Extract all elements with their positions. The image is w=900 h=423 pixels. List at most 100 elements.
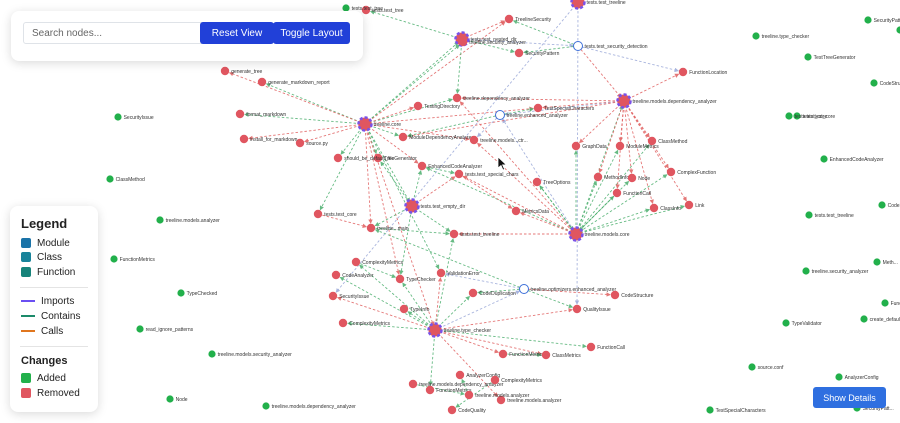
graph-node[interactable]: ClassMethod	[647, 136, 688, 146]
graph-node[interactable]: generate_tree	[220, 66, 263, 76]
graph-node[interactable]: tests.test_special_chars	[454, 169, 519, 179]
graph-node[interactable]: treeline.models.analyzer	[156, 216, 220, 224]
node-label: EnhancedCodeAnalyzer	[830, 157, 884, 163]
graph-node[interactable]: tests.test_security_detection	[573, 41, 648, 51]
graph-node[interactable]: CodeStructure	[870, 79, 900, 87]
graph-node[interactable]: ClassInfo	[649, 203, 681, 213]
graph-node[interactable]: TypeValidator	[782, 319, 822, 327]
graph-node[interactable]: ModuleDependencyAnalyzer	[398, 132, 474, 142]
graph-node[interactable]: should_be_default_file	[333, 153, 395, 163]
graph-node[interactable]: SecurityPattern	[864, 16, 900, 24]
reset-view-button[interactable]: Reset View	[200, 22, 274, 44]
node-label: CodeStructure	[880, 81, 900, 87]
graph-node[interactable]: TreeGenerator	[373, 153, 417, 163]
graph-node[interactable]: tests.test_treeline	[570, 0, 626, 10]
search-nodes-input[interactable]	[23, 22, 205, 44]
graph-edge	[499, 107, 534, 116]
graph-node[interactable]: FunctionLocation	[678, 67, 728, 77]
graph-node[interactable]: treeline.type_checker	[752, 32, 809, 40]
graph-node[interactable]: TestSpecialCharacters	[533, 103, 595, 113]
graph-node[interactable]: source.py	[295, 138, 329, 148]
graph-node[interactable]: treeline.type_checker	[427, 322, 492, 338]
graph-node[interactable]: Meth...	[873, 258, 898, 266]
graph-node[interactable]: treeline.optimizers.enhanced_analyzer	[519, 284, 617, 294]
graph-node[interactable]: treeline.security_analyzer	[458, 37, 526, 47]
graph-node[interactable]: tests.test_core	[313, 209, 357, 219]
graph-node[interactable]: CodeAnalyzer	[331, 270, 374, 280]
graph-node[interactable]: format_markdown	[235, 109, 287, 119]
graph-node[interactable]: tests.test_core	[785, 112, 827, 120]
graph-node[interactable]: TestingDirectory	[413, 101, 461, 111]
graph-node[interactable]: TypeChecked	[177, 289, 217, 297]
graph-node[interactable]: create_default_ignore	[860, 315, 900, 323]
graph-node[interactable]: CodeQuality	[447, 405, 486, 415]
graph-node[interactable]: tests.test_core	[793, 112, 835, 120]
graph-node[interactable]: Func...	[881, 299, 900, 307]
graph-node[interactable]: treeline.core	[357, 116, 402, 132]
graph-node[interactable]: treeline.enhanced_analyzer	[495, 110, 569, 120]
graph-node[interactable]: tests.test_tree	[361, 5, 404, 15]
graph-node[interactable]: tests.test_tree	[342, 4, 383, 12]
graph-node[interactable]: TestSpecialCharacters	[706, 406, 766, 414]
graph-node[interactable]: FunctionMetrics	[110, 255, 155, 263]
graph-node[interactable]: FunctionCall	[612, 188, 651, 198]
graph-node[interactable]: FunctionMetrics	[498, 349, 545, 359]
node-label: FunctionMetrics	[509, 352, 545, 358]
graph-node[interactable]: EnhancedCodeAnalyzer	[417, 161, 483, 171]
graph-node[interactable]: AnalyzerConfig	[835, 373, 879, 381]
graph-node[interactable]: treeline.models.core	[568, 226, 630, 242]
graph-node[interactable]: TreeOptions	[532, 177, 571, 187]
graph-node[interactable]: ComplexityMetrics	[490, 375, 543, 385]
graph-node[interactable]: GraphData	[571, 141, 607, 151]
graph-node[interactable]: treeline.models.analyzer	[496, 395, 562, 405]
graph-node[interactable]: ClassMethod	[106, 175, 145, 183]
graph-node[interactable]: TypeChecker	[395, 274, 436, 284]
graph-node[interactable]: CodeStructure	[610, 290, 654, 300]
graph-node[interactable]: ComplexFunction	[666, 167, 717, 177]
graph-node[interactable]: QualityIssue	[572, 304, 611, 314]
graph-node[interactable]: generate_markdown_report	[257, 77, 330, 87]
graph-node[interactable]: TestTreeGenerator	[804, 53, 856, 61]
graph-node[interactable]: treeline.models.analyzer	[464, 390, 530, 400]
node-label: Meth...	[883, 260, 898, 266]
graph-node[interactable]: Node	[627, 173, 651, 183]
graph-node[interactable]: SecurityIssue	[114, 113, 154, 121]
graph-node[interactable]: FunctionMetrics	[425, 385, 472, 395]
graph-node[interactable]: source.conf	[748, 363, 784, 371]
graph-node[interactable]: treeline.models.dependency_analyzer	[408, 379, 504, 389]
graph-node[interactable]: treeline.models.dependency_analyzer	[262, 402, 356, 410]
graph-node[interactable]: TreelineSecurity	[504, 14, 552, 24]
graph-node[interactable]: install_for_markdown	[239, 134, 298, 144]
graph-node[interactable]: SecurityPattern	[514, 48, 560, 58]
graph-node[interactable]: read_ignore_patterns	[136, 325, 194, 333]
graph-node[interactable]: ModuleMetrics	[615, 141, 659, 151]
graph-node[interactable]: ValidationError	[436, 268, 480, 278]
graph-node[interactable]: treeline.models...ctr...	[469, 135, 528, 145]
graph-node[interactable]: TypeInfo	[399, 304, 430, 314]
show-details-button[interactable]: Show Details	[813, 387, 886, 408]
graph-node[interactable]: Link	[684, 200, 705, 210]
graph-node[interactable]: ClassMetrics	[541, 350, 582, 360]
graph-node[interactable]: SecurityIssue	[328, 291, 370, 301]
graph-node[interactable]: treeline.models.dependency_analyzer	[616, 93, 718, 109]
graph-node[interactable]: treeline.security_analyzer	[802, 267, 869, 275]
graph-node[interactable]: treeline...main	[366, 223, 409, 233]
graph-node[interactable]: tests.test_treeline	[805, 211, 854, 219]
toggle-layout-button[interactable]: Toggle Layout	[273, 22, 350, 44]
graph-node[interactable]: MetricsData	[511, 206, 549, 216]
graph-node[interactable]: tests.test_treeline	[449, 229, 500, 239]
graph-node[interactable]: treeline.models.security_analyzer	[208, 350, 292, 358]
graph-node[interactable]: CodeSh...	[878, 201, 900, 209]
graph-node[interactable]: tests.test_empty_dir	[404, 198, 466, 214]
graph-node[interactable]: TreelineSecurity	[896, 26, 900, 34]
graph-node[interactable]: treeline.dependency_analyzer	[452, 93, 530, 103]
graph-node[interactable]: Node	[166, 395, 188, 403]
graph-node[interactable]: ComplexityMetrics	[338, 318, 391, 328]
graph-node[interactable]: AnalyzerConfig	[455, 370, 501, 380]
graph-node[interactable]: CodeDuplication	[468, 288, 516, 298]
graph-node[interactable]: MethodInfo	[593, 172, 630, 182]
graph-node[interactable]: ComplexityMetrics	[351, 257, 404, 267]
graph-node[interactable]: FunctionCall	[586, 342, 625, 352]
graph-node[interactable]: EnhancedCodeAnalyzer	[820, 155, 884, 163]
